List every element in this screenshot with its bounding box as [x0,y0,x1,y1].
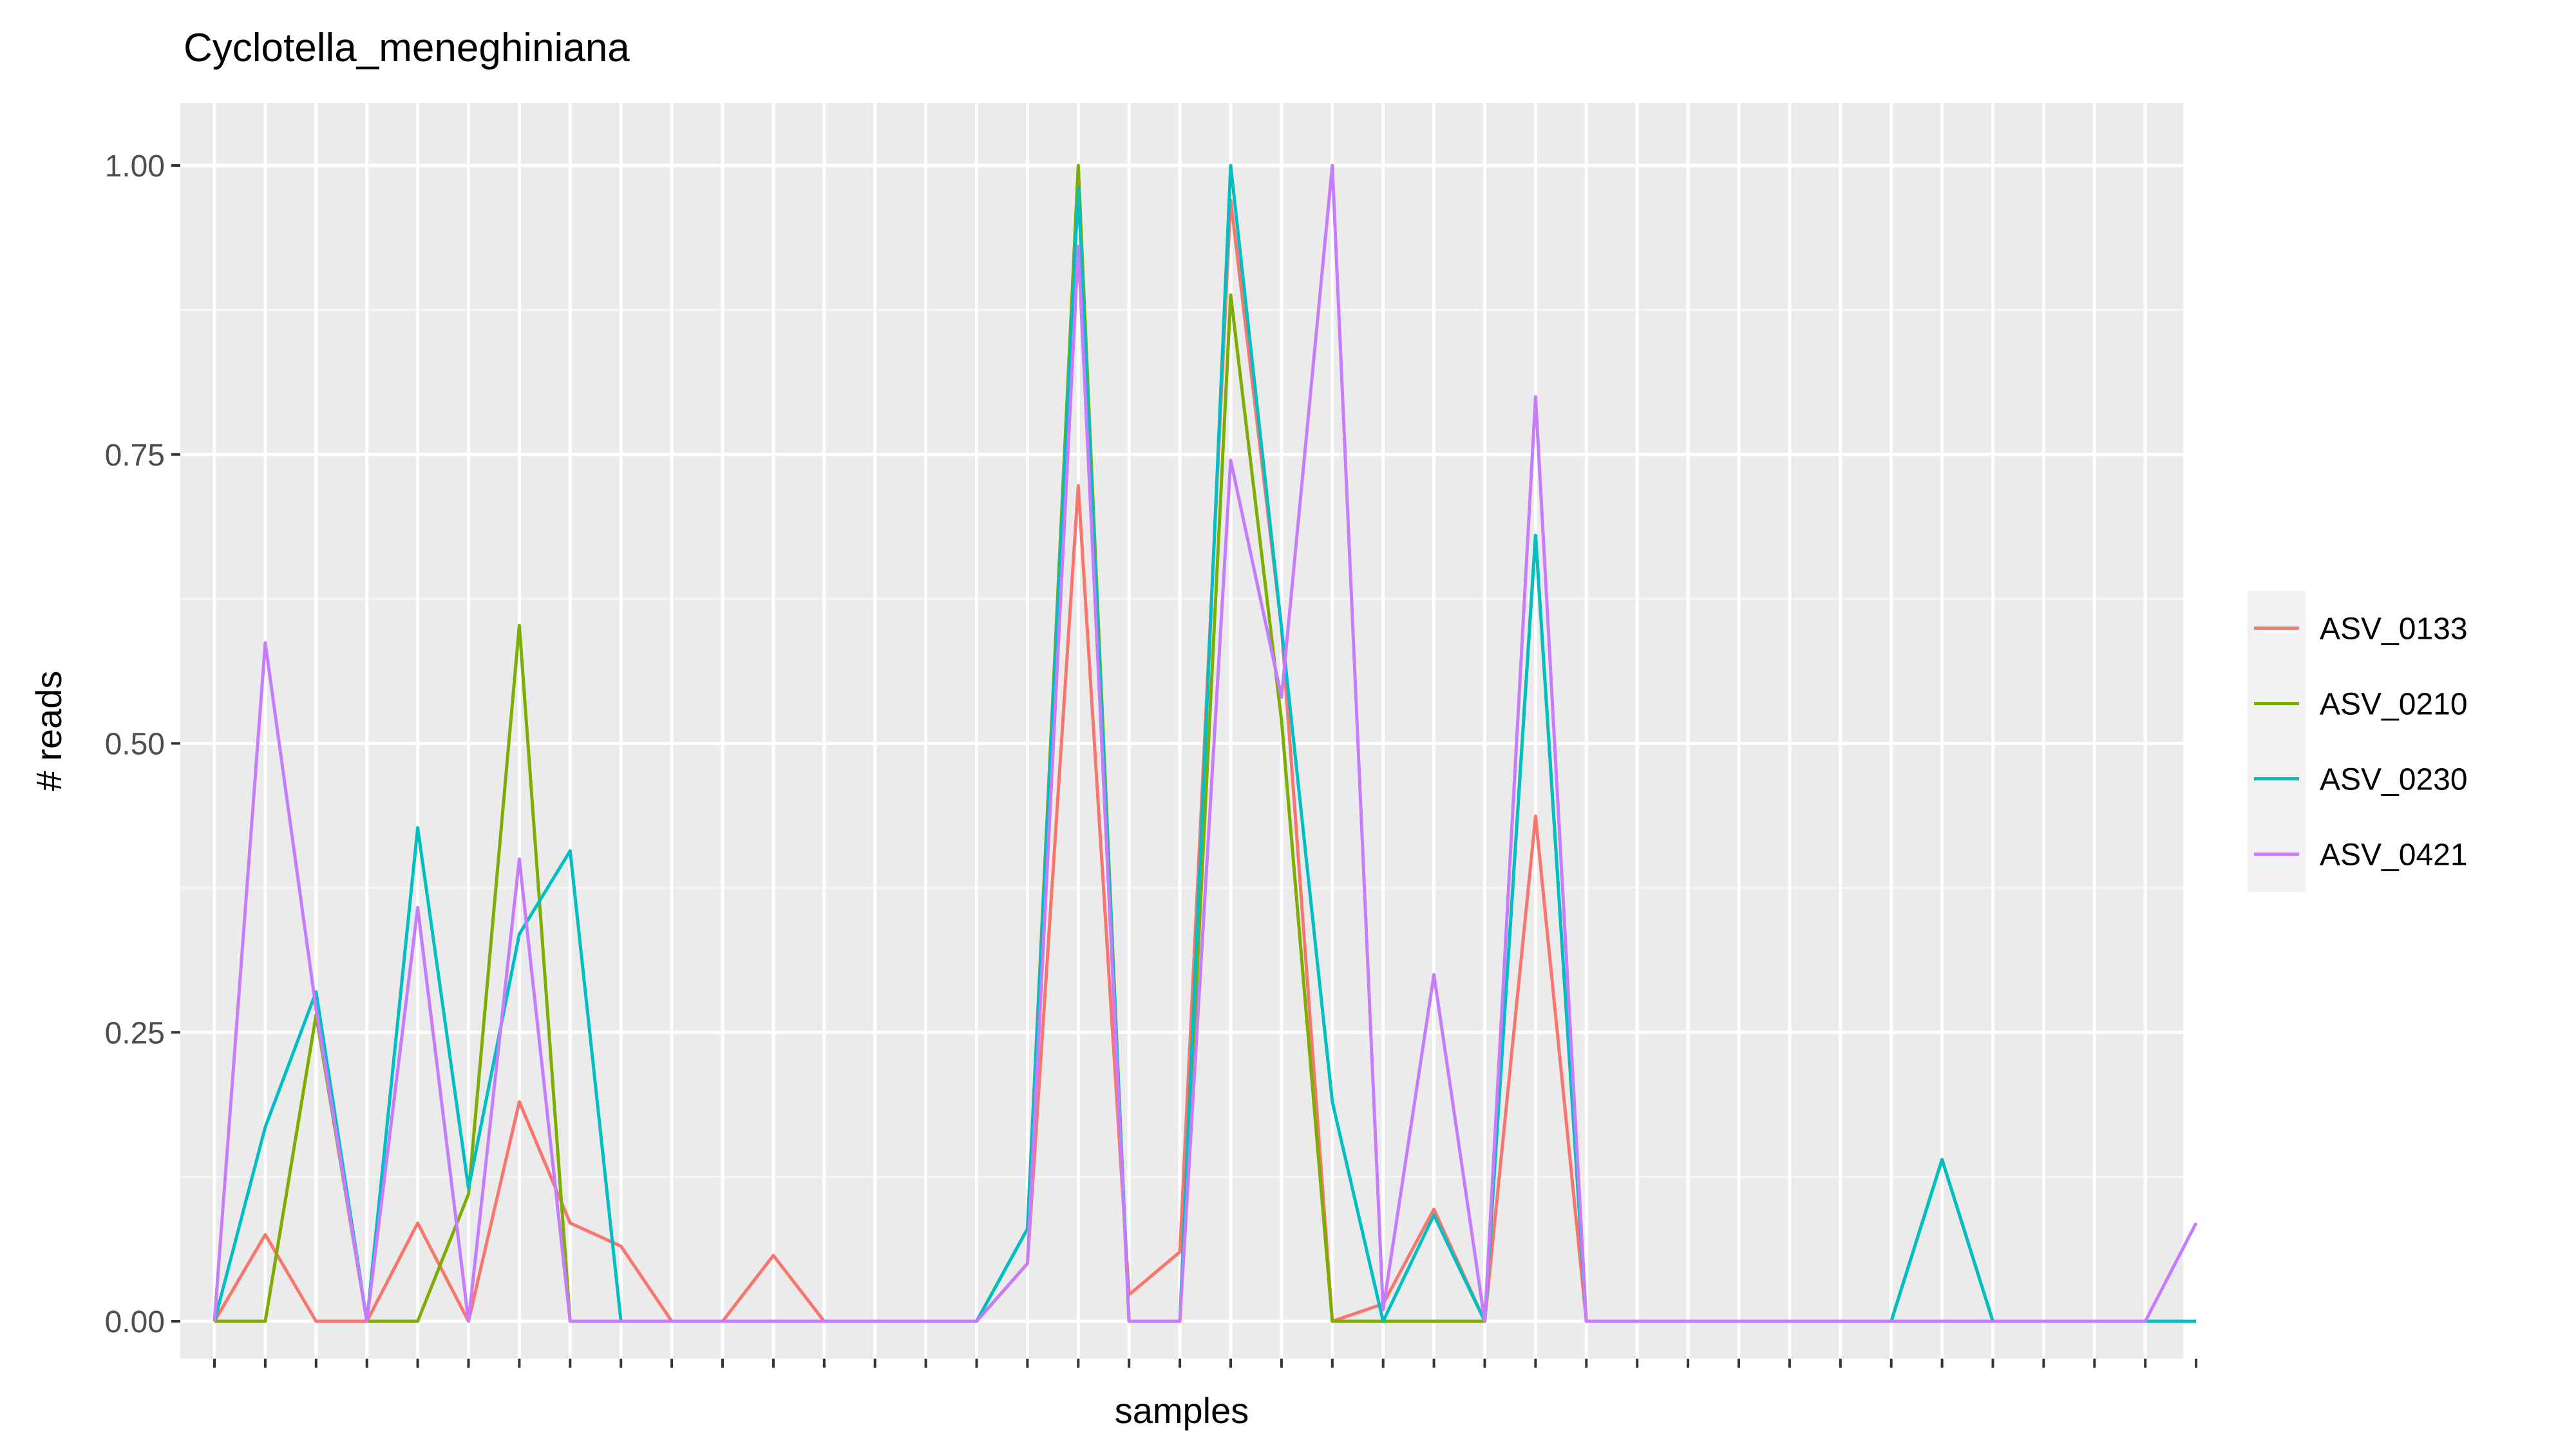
y-axis-label: # reads [28,671,69,791]
y-axis: 0.00 0.25 0.50 0.75 1.00 [105,149,180,1339]
series-line-asv_0421 [213,164,2198,1323]
major-gridlines [180,103,2198,1359]
y-tick-label: 0.75 [105,438,165,473]
legend-label: ASV_0230 [2320,763,2468,797]
legend: ASV_0133 ASV_0210 ASV_0230 ASV_0421 [2248,587,2468,895]
minor-gridlines [180,308,2183,1178]
series-lines [213,164,2198,1323]
y-tick-label: 1.00 [105,149,165,184]
plot-panel [180,103,2183,1359]
chart-title: Cyclotella_meneghiniana [184,26,630,70]
legend-label: ASV_0210 [2320,688,2468,722]
y-tick-label: 0.50 [105,728,165,762]
x-axis-label: samples [1115,1390,1249,1431]
y-tick-label: 0.25 [105,1016,165,1050]
legend-label: ASV_0133 [2320,612,2468,646]
x-axis [213,1359,2198,1368]
y-tick-label: 0.00 [105,1305,165,1339]
legend-label: ASV_0421 [2320,838,2468,872]
